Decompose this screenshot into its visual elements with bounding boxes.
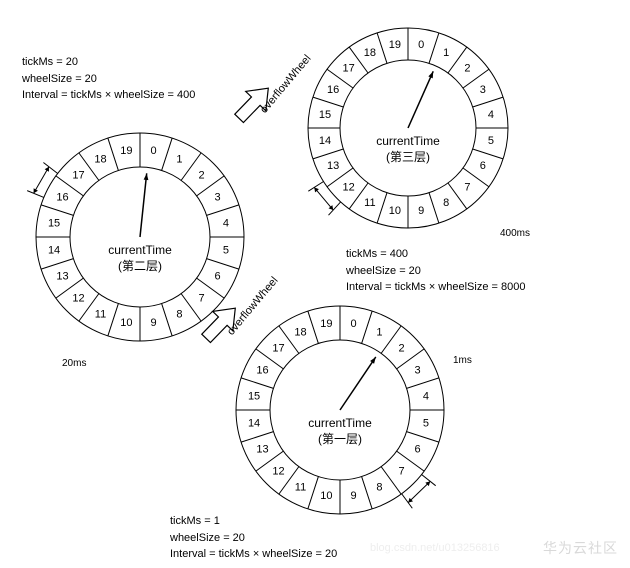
info-line: tickMs = 20: [22, 54, 195, 71]
info-block: tickMs = 400wheelSize = 20Interval = tic…: [346, 246, 525, 296]
slot-label: 4: [488, 109, 494, 121]
slot-label: 10: [389, 205, 401, 217]
slot-label: 9: [418, 205, 424, 217]
watermark: 华为云社区: [543, 538, 618, 558]
watermark-url: blog.csdn.net/u013256816: [370, 542, 500, 554]
slot-label: 3: [480, 84, 486, 96]
slot-label: 10: [120, 317, 132, 329]
slot-label: 11: [95, 308, 106, 320]
slot-label: 16: [256, 364, 268, 376]
center-label-2: (第三层): [386, 150, 430, 164]
slot-label: 7: [198, 292, 204, 304]
slot-label: 0: [418, 39, 424, 51]
slot-label: 5: [223, 245, 229, 257]
slot-label: 1: [443, 47, 449, 59]
info-line: tickMs = 400: [346, 246, 525, 263]
slot-label: 10: [320, 490, 332, 502]
slot-label: 9: [151, 317, 157, 329]
slot-label: 7: [398, 465, 404, 477]
slot-label: 11: [295, 481, 306, 493]
slot-label: 15: [48, 217, 60, 229]
slot-label: 12: [272, 465, 284, 477]
wheel3: 012345678910111213141516171819currentTim…: [303, 23, 513, 233]
slot-label: 1: [376, 326, 382, 338]
slot-label: 9: [351, 490, 357, 502]
center-label-1: currentTime: [108, 243, 172, 257]
slot-label: 4: [423, 390, 429, 402]
slot-label: 18: [294, 326, 306, 338]
info-line: Interval = tickMs × wheelSize = 20: [170, 546, 337, 563]
slot-label: 14: [48, 245, 60, 257]
slot-label: 12: [342, 181, 354, 193]
slot-label: 5: [488, 135, 494, 147]
slot-label: 18: [364, 47, 376, 59]
slot-label: 13: [256, 443, 268, 455]
info-block: tickMs = 1wheelSize = 20Interval = tickM…: [170, 513, 337, 563]
slot-label: 7: [464, 181, 470, 193]
center-label-2: (第二层): [118, 259, 162, 273]
slot-label: 2: [464, 63, 470, 75]
slot-label: 17: [272, 342, 284, 354]
slot-label: 1: [176, 153, 182, 165]
slot-label: 6: [414, 443, 420, 455]
slot-label: 19: [320, 318, 332, 330]
center-label-1: currentTime: [376, 134, 440, 148]
slot-label: 11: [364, 197, 375, 209]
tick-label: 20ms: [62, 358, 86, 369]
slot-label: 12: [72, 292, 84, 304]
tick-label: 400ms: [500, 228, 530, 239]
slot-label: 3: [414, 364, 420, 376]
slot-label: 6: [480, 160, 486, 172]
slot-label: 17: [342, 63, 354, 75]
info-line: wheelSize = 20: [22, 71, 195, 88]
slot-label: 5: [423, 418, 429, 430]
info-line: wheelSize = 20: [170, 530, 337, 547]
slot-label: 8: [176, 308, 182, 320]
info-line: tickMs = 1: [170, 513, 337, 530]
slot-label: 4: [223, 217, 229, 229]
slot-label: 2: [398, 342, 404, 354]
slot-label: 18: [94, 153, 106, 165]
info-line: Interval = tickMs × wheelSize = 8000: [346, 279, 525, 296]
slot-label: 16: [327, 84, 339, 96]
slot-label: 17: [72, 169, 84, 181]
tick-label: 1ms: [453, 355, 472, 366]
slot-label: 8: [376, 481, 382, 493]
slot-label: 13: [56, 270, 68, 282]
slot-label: 14: [248, 418, 260, 430]
slot-label: 3: [214, 191, 220, 203]
center-label-2: (第一层): [318, 432, 362, 446]
slot-label: 15: [248, 390, 260, 402]
slot-label: 0: [151, 145, 157, 157]
slot-label: 0: [351, 318, 357, 330]
slot-label: 13: [327, 160, 339, 172]
slot-label: 16: [56, 191, 68, 203]
slot-label: 19: [389, 39, 401, 51]
info-line: Interval = tickMs × wheelSize = 400: [22, 87, 195, 104]
wheel1: 012345678910111213141516171819currentTim…: [231, 301, 449, 519]
slot-label: 6: [214, 270, 220, 282]
info-block: tickMs = 20wheelSize = 20Interval = tick…: [22, 54, 195, 104]
slot-label: 19: [120, 145, 132, 157]
slot-label: 2: [198, 169, 204, 181]
center-label-1: currentTime: [308, 416, 372, 430]
slot-label: 15: [319, 109, 331, 121]
slot-label: 8: [443, 197, 449, 209]
info-line: wheelSize = 20: [346, 263, 525, 280]
slot-label: 14: [319, 135, 331, 147]
